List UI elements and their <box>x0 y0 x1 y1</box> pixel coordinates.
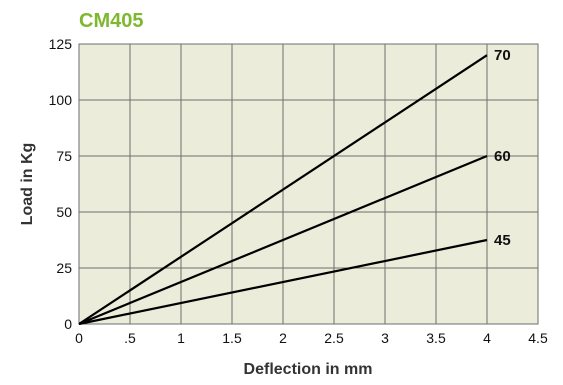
x-tick-label-0: 0 <box>75 330 83 346</box>
x-tick-label-2: 1 <box>177 330 185 346</box>
y-axis-title: Load in Kg <box>19 143 36 226</box>
series-line-45 <box>78 238 488 326</box>
y-axis-ticks: 0 25 50 75 100 125 <box>49 36 73 332</box>
grid-lines <box>78 43 539 325</box>
series-labels: 70 60 45 <box>494 47 511 249</box>
series-label-45: 45 <box>494 232 511 249</box>
series-lines <box>78 54 488 326</box>
series-line-60 <box>78 154 488 326</box>
x-tick-label-3: 1.5 <box>222 330 242 346</box>
y-tick-label-5: 125 <box>49 36 73 52</box>
y-tick-label-4: 100 <box>49 92 73 108</box>
series-line-70 <box>78 54 488 325</box>
x-tick-label-7: 3.5 <box>426 330 446 346</box>
y-tick-label-1: 25 <box>56 260 72 276</box>
x-tick-label-9: 4.5 <box>528 330 548 346</box>
series-label-70: 70 <box>494 47 511 64</box>
y-tick-label-0: 0 <box>64 316 72 332</box>
series-label-60: 60 <box>494 148 511 165</box>
x-tick-label-8: 4 <box>483 330 491 346</box>
y-tick-label-2: 50 <box>56 204 72 220</box>
plot-area <box>78 43 539 325</box>
x-tick-label-5: 2.5 <box>324 330 344 346</box>
x-tick-label-1: .5 <box>124 330 136 346</box>
y-tick-label-3: 75 <box>56 148 72 164</box>
x-axis-title: Deflection in mm <box>244 361 373 378</box>
chart-title: CM405 <box>79 10 143 32</box>
x-axis-ticks: 0 .5 1 1.5 2 2.5 3 3.5 4 4.5 <box>75 330 548 346</box>
x-tick-label-4: 2 <box>279 330 287 346</box>
x-tick-label-6: 3 <box>381 330 389 346</box>
